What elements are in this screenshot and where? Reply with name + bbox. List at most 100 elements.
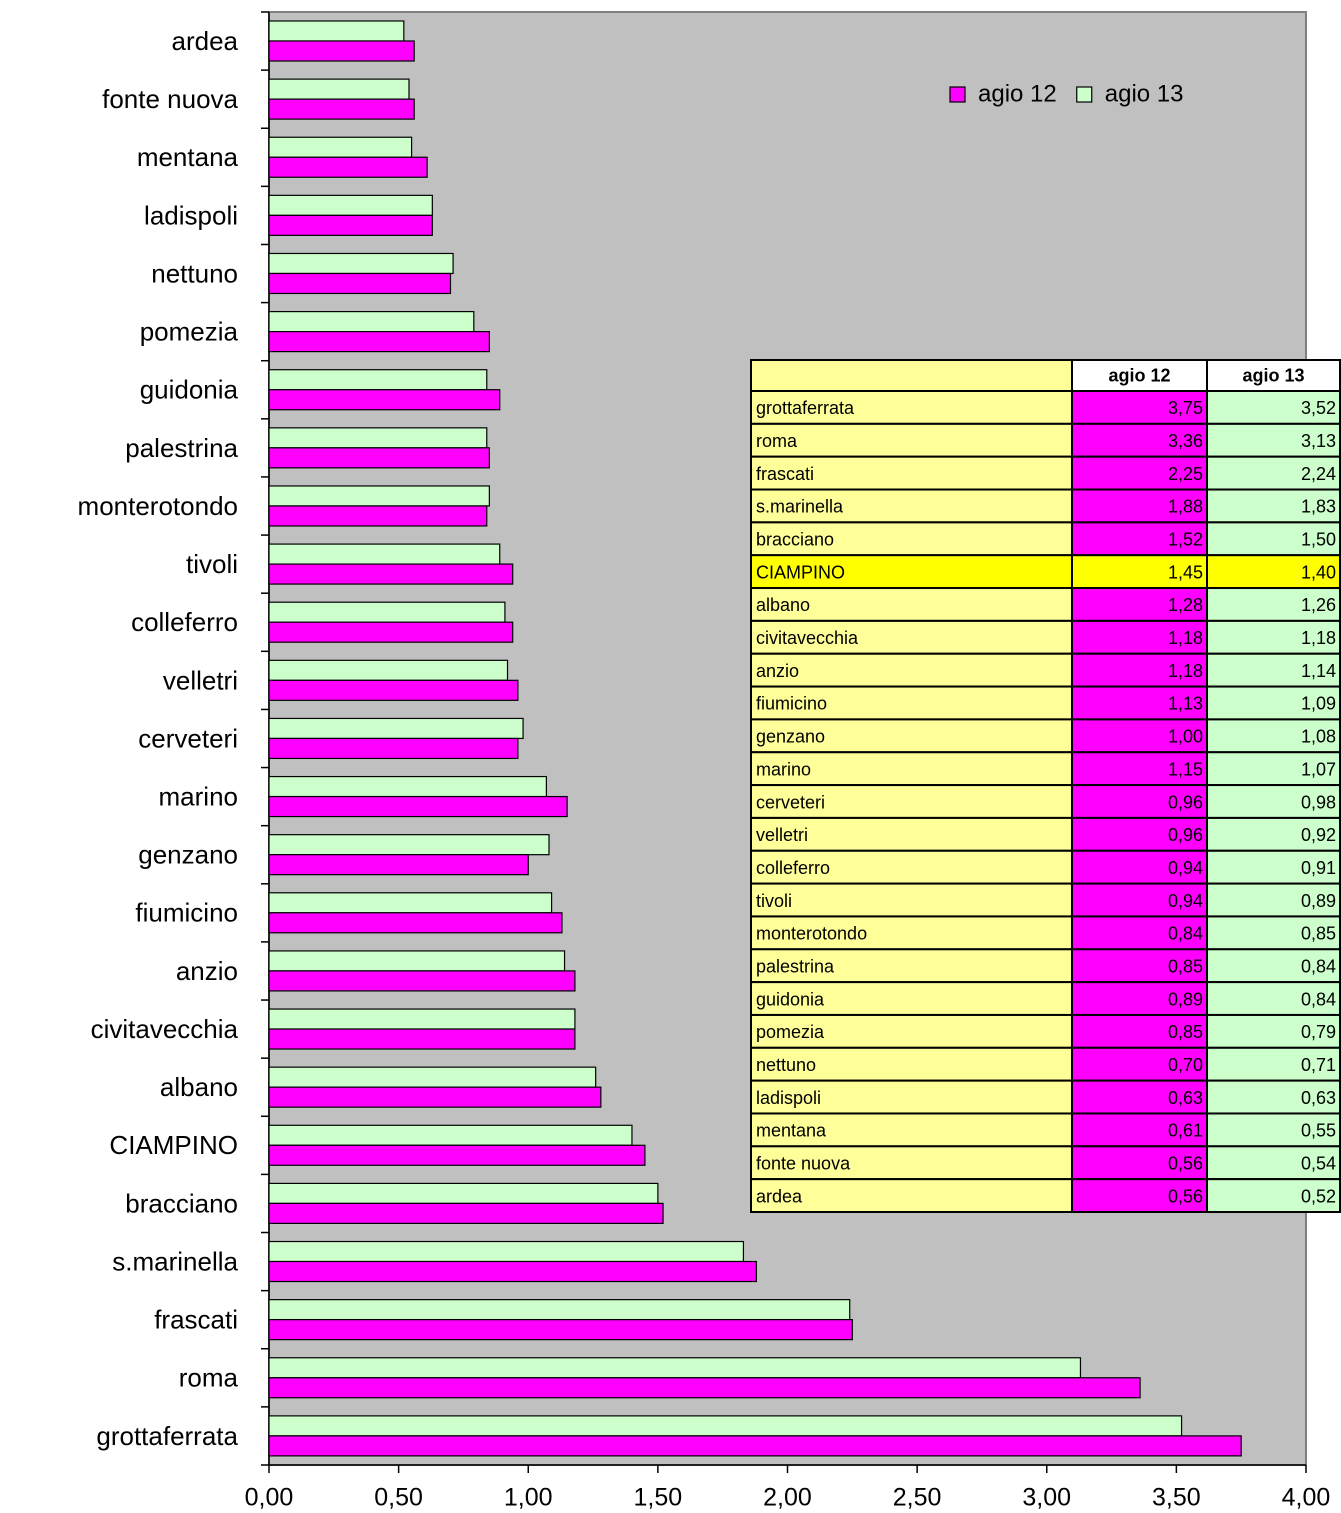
table-cell: [1206, 981, 1341, 1016]
table-cell: [1071, 488, 1208, 524]
table-value: 1,83: [1301, 497, 1336, 517]
bar: [268, 854, 529, 876]
bar: [268, 311, 475, 333]
table-value: 0,55: [1301, 1121, 1336, 1141]
table-cell: [1206, 587, 1341, 622]
bar: [268, 447, 490, 469]
bar: [268, 1377, 1141, 1399]
table-cell: [750, 915, 1073, 951]
y-tick-label: fonte nuova: [102, 84, 238, 114]
bar: [268, 214, 433, 236]
y-tick-label: ladispoli: [144, 200, 238, 230]
table-cell: [1206, 390, 1341, 425]
bar: [268, 679, 519, 701]
bar: [268, 659, 509, 681]
table-cell: [1206, 1013, 1341, 1049]
table-value: 0,89: [1168, 989, 1203, 1009]
table-row-label: ardea: [756, 1186, 803, 1206]
table-value: 1,08: [1301, 727, 1336, 747]
table-value: 1,09: [1301, 694, 1336, 714]
bar: [268, 1319, 853, 1341]
table-row-label: colleferro: [756, 858, 830, 878]
table-cell: [1206, 784, 1341, 819]
table-header-cell: [750, 359, 1073, 392]
bar: [268, 892, 553, 914]
y-tick-label: marino: [159, 781, 238, 811]
table-value: 0,84: [1301, 956, 1336, 976]
legend-label: agio 13: [1105, 80, 1184, 107]
bar: [268, 601, 506, 623]
table-cell: [1206, 849, 1341, 885]
table-cell: [1071, 390, 1208, 425]
table-row-label: ladispoli: [756, 1088, 821, 1108]
y-tick-label: tivoli: [186, 549, 238, 579]
bar: [268, 136, 413, 158]
x-tick-label: 2,00: [763, 1484, 812, 1512]
table-row-label: monterotondo: [756, 924, 867, 944]
table-cell: [1071, 685, 1208, 721]
table-cell: [1071, 1145, 1208, 1181]
bar: [268, 389, 501, 411]
x-tick-label: 4,00: [1282, 1484, 1331, 1512]
bar: [268, 775, 547, 798]
legend-swatch: [1076, 86, 1093, 103]
bar: [268, 795, 568, 818]
y-tick-label: palestrina: [125, 433, 238, 463]
table-value: 0,85: [1301, 924, 1336, 944]
table-cell: [750, 422, 1073, 458]
table-row-label: fonte nuova: [756, 1153, 851, 1173]
table-value: 1,15: [1168, 759, 1203, 779]
table-cell: [1071, 455, 1208, 491]
table-value: 1,40: [1301, 562, 1336, 582]
bar: [268, 98, 415, 120]
table-header: agio 13: [1242, 365, 1304, 385]
bar: [268, 1240, 745, 1263]
bar: [268, 156, 428, 178]
table-cell: [1071, 1079, 1208, 1115]
y-tick-label: civitavecchia: [91, 1014, 239, 1044]
bar: [268, 1415, 1183, 1437]
bar: [268, 970, 576, 992]
table-value: 0,70: [1168, 1055, 1203, 1075]
y-tick-label: cerveteri: [138, 723, 238, 753]
legend-swatch: [949, 86, 966, 103]
table-cell: [750, 849, 1073, 885]
table-value: 1,07: [1301, 759, 1336, 779]
table-cell: [1071, 915, 1208, 951]
x-tick-label: 1,50: [634, 1484, 683, 1512]
table-row-label: albano: [756, 595, 810, 615]
table-row-label: anzio: [756, 661, 799, 681]
bar: [268, 1066, 597, 1088]
table-value: 1,00: [1168, 727, 1203, 747]
table-value: 1,50: [1301, 530, 1336, 550]
y-tick-label: roma: [179, 1363, 239, 1393]
table-cell: [1071, 882, 1208, 918]
table-value: 1,18: [1168, 628, 1203, 648]
table-row-label: guidonia: [756, 989, 825, 1009]
table-cell: [750, 948, 1073, 984]
table-value: 1,14: [1301, 661, 1336, 681]
table-value: 0,56: [1168, 1153, 1203, 1173]
table-value: 1,13: [1168, 694, 1203, 714]
table-value: 1,52: [1168, 530, 1203, 550]
y-tick-label: frascati: [154, 1305, 238, 1335]
bar: [268, 950, 566, 972]
y-tick-label: CIAMPINO: [109, 1130, 238, 1160]
table-row-label: marino: [756, 759, 811, 779]
x-tick-label: 3,50: [1152, 1484, 1201, 1512]
table-cell: [1206, 1046, 1341, 1082]
table-value: 0,94: [1168, 891, 1203, 911]
bar: [268, 737, 519, 760]
table-cell: [1071, 422, 1208, 458]
table-cell: [750, 1079, 1073, 1115]
bar: [268, 1357, 1082, 1379]
table-value: 0,89: [1301, 891, 1336, 911]
bar: [268, 543, 501, 565]
bar: [268, 369, 488, 391]
table-cell: [1071, 1178, 1208, 1214]
table-row-label: mentana: [756, 1121, 827, 1141]
table-cell: [750, 981, 1073, 1016]
bar: [268, 1299, 851, 1321]
table-row-label: grottaferrata: [756, 398, 855, 418]
bar: [268, 717, 524, 740]
